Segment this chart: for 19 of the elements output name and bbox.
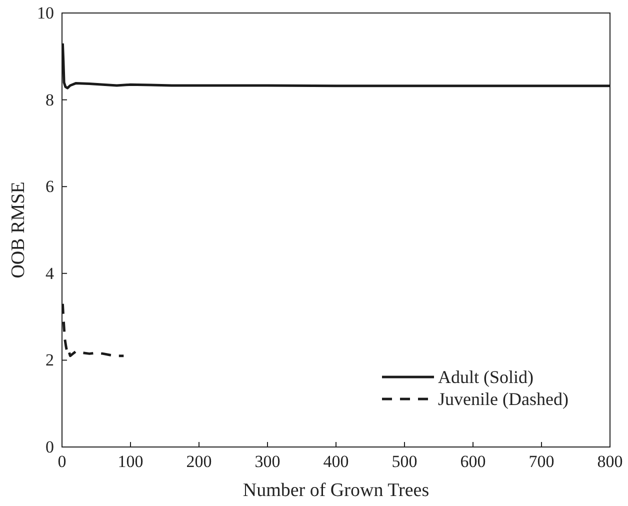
x-tick-label: 800 [597, 452, 623, 472]
x-tick-label: 300 [254, 452, 280, 472]
y-tick-label: 8 [46, 90, 54, 110]
x-tick-label: 400 [323, 452, 349, 472]
x-tick-label: 500 [392, 452, 418, 472]
legend-label: Adult (Solid) [438, 367, 534, 387]
x-tick-label: 100 [118, 452, 144, 472]
x-axis-title: Number of Grown Trees [242, 480, 430, 501]
y-tick-label: 6 [46, 177, 54, 196]
x-tick-label: 0 [58, 452, 66, 472]
y-axis-title: OOB RMSE [8, 182, 29, 278]
y-tick-label: 10 [37, 3, 54, 22]
x-tick-label: 600 [460, 452, 486, 472]
y-tick-label: 0 [46, 437, 54, 456]
y-tick-label: 4 [46, 264, 54, 283]
x-tick-label: 200 [186, 452, 212, 472]
legend-label: Juvenile (Dashed) [438, 389, 568, 409]
x-tick-label: 700 [528, 452, 554, 472]
y-tick-label: 2 [46, 350, 54, 370]
